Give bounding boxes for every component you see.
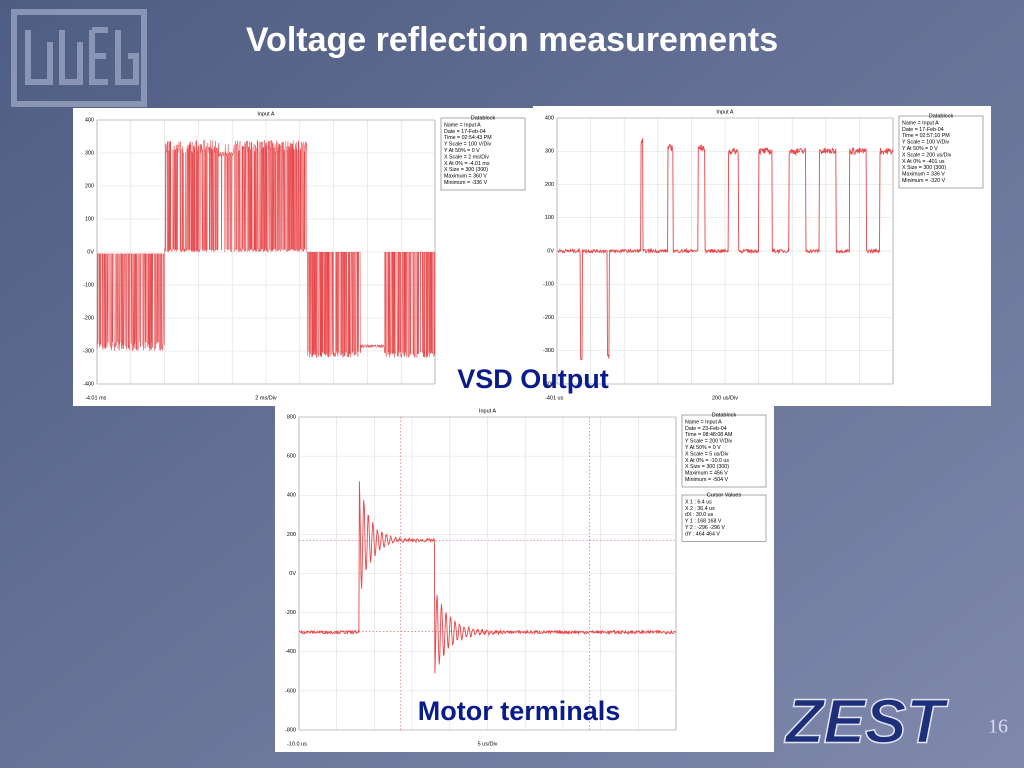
y-tick-label: -200 [543, 315, 554, 321]
datablock-line: Maximum = 336 V [902, 172, 945, 178]
datablock-line: X Scale = 5 us/Div [685, 451, 729, 457]
waveform [96, 139, 436, 358]
datablock-line: Name = Input A [444, 122, 481, 128]
datablock-line: Y Scale = 100 V/Div [444, 142, 492, 148]
datablock-line: Y Scale = 100 V/Div [902, 140, 950, 146]
x-start-label: -401 us [545, 395, 564, 401]
y-tick-label: 400 [287, 493, 296, 499]
y-tick-label: 0V [289, 571, 296, 577]
datablock-line: Maximum = 360 V [444, 174, 487, 180]
y-tick-label: -100 [543, 282, 554, 288]
datablock-line: Time = 02:54:43 PM [444, 135, 492, 141]
oscilloscope: Input A 800 600 400 200 0V -200 -400 -600 -800 -10… [275, 405, 774, 752]
y-tick-label: 400 [85, 117, 94, 123]
scope-frame [275, 405, 774, 752]
y-tick-label: 300 [85, 150, 94, 156]
y-tick-label: 200 [545, 182, 554, 188]
scope-title: Input A [479, 408, 496, 414]
datablock-line: Date = 23-Feb-04 [685, 426, 727, 432]
datablock-line: Name = Input A [685, 419, 722, 425]
datablock-line: X Size = 300 (300) [902, 165, 946, 171]
y-tick-label: 800 [287, 414, 296, 420]
datablock-line: Minimum = -320 V [902, 178, 946, 184]
cursor-line: Y 2 : -296 -296 V [685, 525, 725, 531]
datablock-line: Date = 17-Feb-04 [444, 129, 486, 135]
datablock-line: Minimum = -504 V [685, 477, 729, 483]
scope-title: Input A [257, 111, 274, 117]
cursor-line: X 2 : 36.4 us [685, 506, 715, 512]
y-tick-label: 300 [545, 149, 554, 155]
datablock-line: Name = Input A [902, 120, 939, 126]
caption: Motor terminals [418, 696, 621, 726]
cursor-title: Cursor Values [707, 492, 742, 498]
datablock-line: Minimum = -336 V [444, 180, 488, 186]
waveform [298, 481, 677, 674]
y-tick-label: 400 [545, 115, 554, 121]
datablock-frame [440, 117, 526, 191]
x-start-label: -4.01 ms [85, 395, 107, 401]
y-tick-label: 0V [547, 248, 554, 254]
datablock-line: X Size = 300 (300) [685, 464, 729, 470]
waveform [556, 138, 894, 361]
slide-title: Voltage reflection measurements [246, 21, 778, 59]
cursor-frame [681, 494, 767, 542]
datablock-line: X Scale = 200 us/Div [902, 152, 952, 158]
datablock-line: Y At 50% = 0 V [902, 146, 938, 152]
caption: VSD Output [457, 364, 608, 394]
y-tick-label: 200 [85, 183, 94, 189]
y-tick-label: -600 [285, 688, 296, 694]
y-tick-label: 100 [85, 216, 94, 222]
x-start-label: -10.0 us [287, 741, 307, 747]
datablock-title: Datablock [712, 412, 737, 418]
datablock-line: Date = 17-Feb-04 [902, 127, 944, 133]
y-tick-label: 0V [87, 249, 94, 255]
scope-title: Input A [716, 109, 733, 115]
cursor-line: Y 1 : 168 168 V [685, 519, 722, 525]
datablock-line: Maximum = 456 V [685, 471, 728, 477]
y-tick-label: -300 [543, 348, 554, 354]
zest-logo: ZEST [784, 687, 950, 756]
cursor-line: dX : 30.0 us [685, 512, 714, 518]
datablock-line: Y At 50% = 0 V [444, 148, 480, 154]
datablock-line: Y Scale = 200 V/Div [685, 439, 733, 445]
page-number: 16 [988, 716, 1008, 738]
x-scale-label: 5 us/Div [478, 741, 498, 747]
y-tick-label: 100 [545, 215, 554, 221]
y-tick-label: -400 [543, 381, 554, 387]
oscilloscope: Input A 400 300 200 100 0V -100 -200 -300 -400 -4.… [73, 108, 533, 406]
datablock-line: X Size = 300 (300) [444, 167, 488, 173]
datablock-line: X Scale = 2 ms/Div [444, 154, 489, 160]
y-tick-label: -400 [83, 381, 94, 387]
y-tick-label: 600 [287, 454, 296, 460]
datablock-line: X At 0% = -401 us [902, 159, 945, 165]
y-tick-label: -300 [83, 348, 94, 354]
y-tick-label: -800 [285, 727, 296, 733]
cursor-line: X 1 : 6.4 us [685, 499, 712, 505]
datablock-title: Datablock [471, 115, 496, 121]
y-tick-label: 200 [287, 532, 296, 538]
x-scale-label: 200 us/Div [712, 395, 738, 401]
oscilloscope: Input A 400 300 200 100 0V -100 -200 -300 -400 -40… [533, 106, 991, 406]
datablock-title: Datablock [929, 113, 954, 119]
y-tick-label: -200 [83, 315, 94, 321]
datablock-line: Time = 02:57:10 PM [902, 133, 950, 139]
x-scale-label: 2 ms/Div [255, 395, 277, 401]
weg-logo [11, 9, 147, 107]
cursor-line: dY : 464 464 V [685, 531, 720, 537]
datablock-line: Y At 50% = 0 V [685, 445, 721, 451]
datablock-line: X At 0% = -10.0 us [685, 458, 729, 464]
y-tick-label: -400 [285, 649, 296, 655]
datablock-frame [898, 115, 984, 189]
y-tick-label: -100 [83, 282, 94, 288]
datablock-line: X At 0% = -4.01 ms [444, 161, 490, 167]
datablock-frame [681, 414, 767, 488]
datablock-line: Time = 08:48:08 AM [685, 432, 732, 438]
y-tick-label: -200 [285, 610, 296, 616]
